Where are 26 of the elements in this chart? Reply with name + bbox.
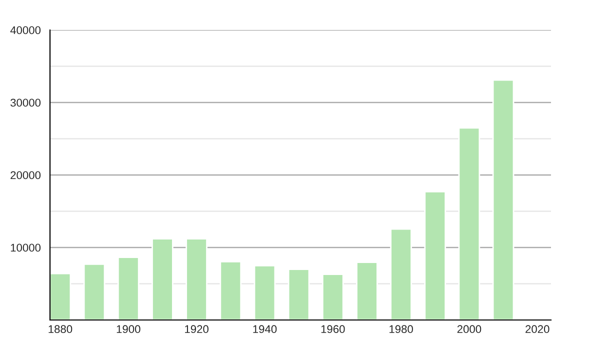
bar xyxy=(152,238,174,320)
y-tick-label: 10000 xyxy=(10,244,41,252)
x-tick-label: 1900 xyxy=(116,325,140,334)
x-tick-label: 1940 xyxy=(253,325,277,334)
bar xyxy=(50,272,72,320)
bar xyxy=(186,238,208,320)
bar xyxy=(254,264,276,320)
x-tick-label: 2020 xyxy=(526,325,550,334)
bar xyxy=(458,127,480,320)
y-tick-label: 20000 xyxy=(10,171,41,180)
bar xyxy=(356,262,378,320)
bar xyxy=(83,263,106,320)
bar xyxy=(288,268,310,320)
bar xyxy=(424,190,446,320)
x-tick-label: 1980 xyxy=(390,325,413,334)
x-tick-label: 1960 xyxy=(321,325,345,334)
bar xyxy=(220,260,242,320)
y-tick-label: 40000 xyxy=(10,26,41,34)
x-tick-label: 1920 xyxy=(185,325,208,334)
bar xyxy=(390,228,412,320)
x-tick-label: 2000 xyxy=(457,325,482,334)
y-tick-label: 30000 xyxy=(10,98,41,107)
bar xyxy=(117,256,140,320)
x-tick-label: 1880 xyxy=(48,325,72,334)
bar xyxy=(492,79,514,320)
bar xyxy=(322,274,344,320)
